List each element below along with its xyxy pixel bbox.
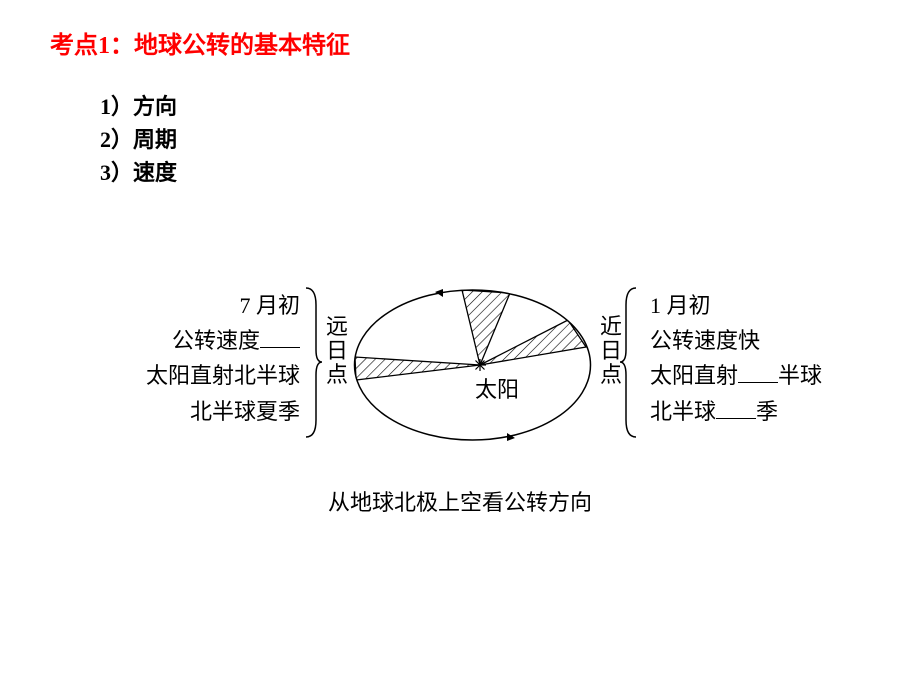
orbit-diagram: 7 月初 公转速度 太阳直射北半球 北半球夏季 远日点 <box>0 270 920 570</box>
list-item: 3）速度 <box>100 156 177 189</box>
perihelion-season: 北半球季 <box>650 394 850 429</box>
left-brace-icon <box>302 285 324 440</box>
blank-field <box>260 347 300 348</box>
aphelion-sun-position: 太阳直射北半球 <box>140 358 300 393</box>
blank-field <box>716 418 756 419</box>
aphelion-info-column: 7 月初 公转速度 太阳直射北半球 北半球夏季 <box>140 288 300 429</box>
perihelion-speed: 公转速度快 <box>650 323 850 358</box>
aphelion-label: 远日点 <box>326 315 348 388</box>
list-item: 2）周期 <box>100 123 177 156</box>
list-item: 1）方向 <box>100 90 177 123</box>
aphelion-month: 7 月初 <box>140 288 300 323</box>
blank-field <box>738 382 778 383</box>
outline-list: 1）方向 2）周期 3）速度 <box>100 90 177 189</box>
aphelion-season: 北半球夏季 <box>140 394 300 429</box>
right-brace-icon <box>618 285 640 440</box>
section-title: 考点1：地球公转的基本特征 <box>50 25 350 60</box>
sun-label: 太阳 <box>475 372 519 404</box>
perihelion-sun-position: 太阳直射半球 <box>650 358 850 393</box>
perihelion-month: 1 月初 <box>650 288 850 323</box>
perihelion-info-column: 1 月初 公转速度快 太阳直射半球 北半球季 <box>650 288 850 429</box>
diagram-caption: 从地球北极上空看公转方向 <box>0 485 920 517</box>
orbit-ellipse-icon <box>350 285 595 445</box>
aphelion-speed: 公转速度 <box>140 323 300 358</box>
